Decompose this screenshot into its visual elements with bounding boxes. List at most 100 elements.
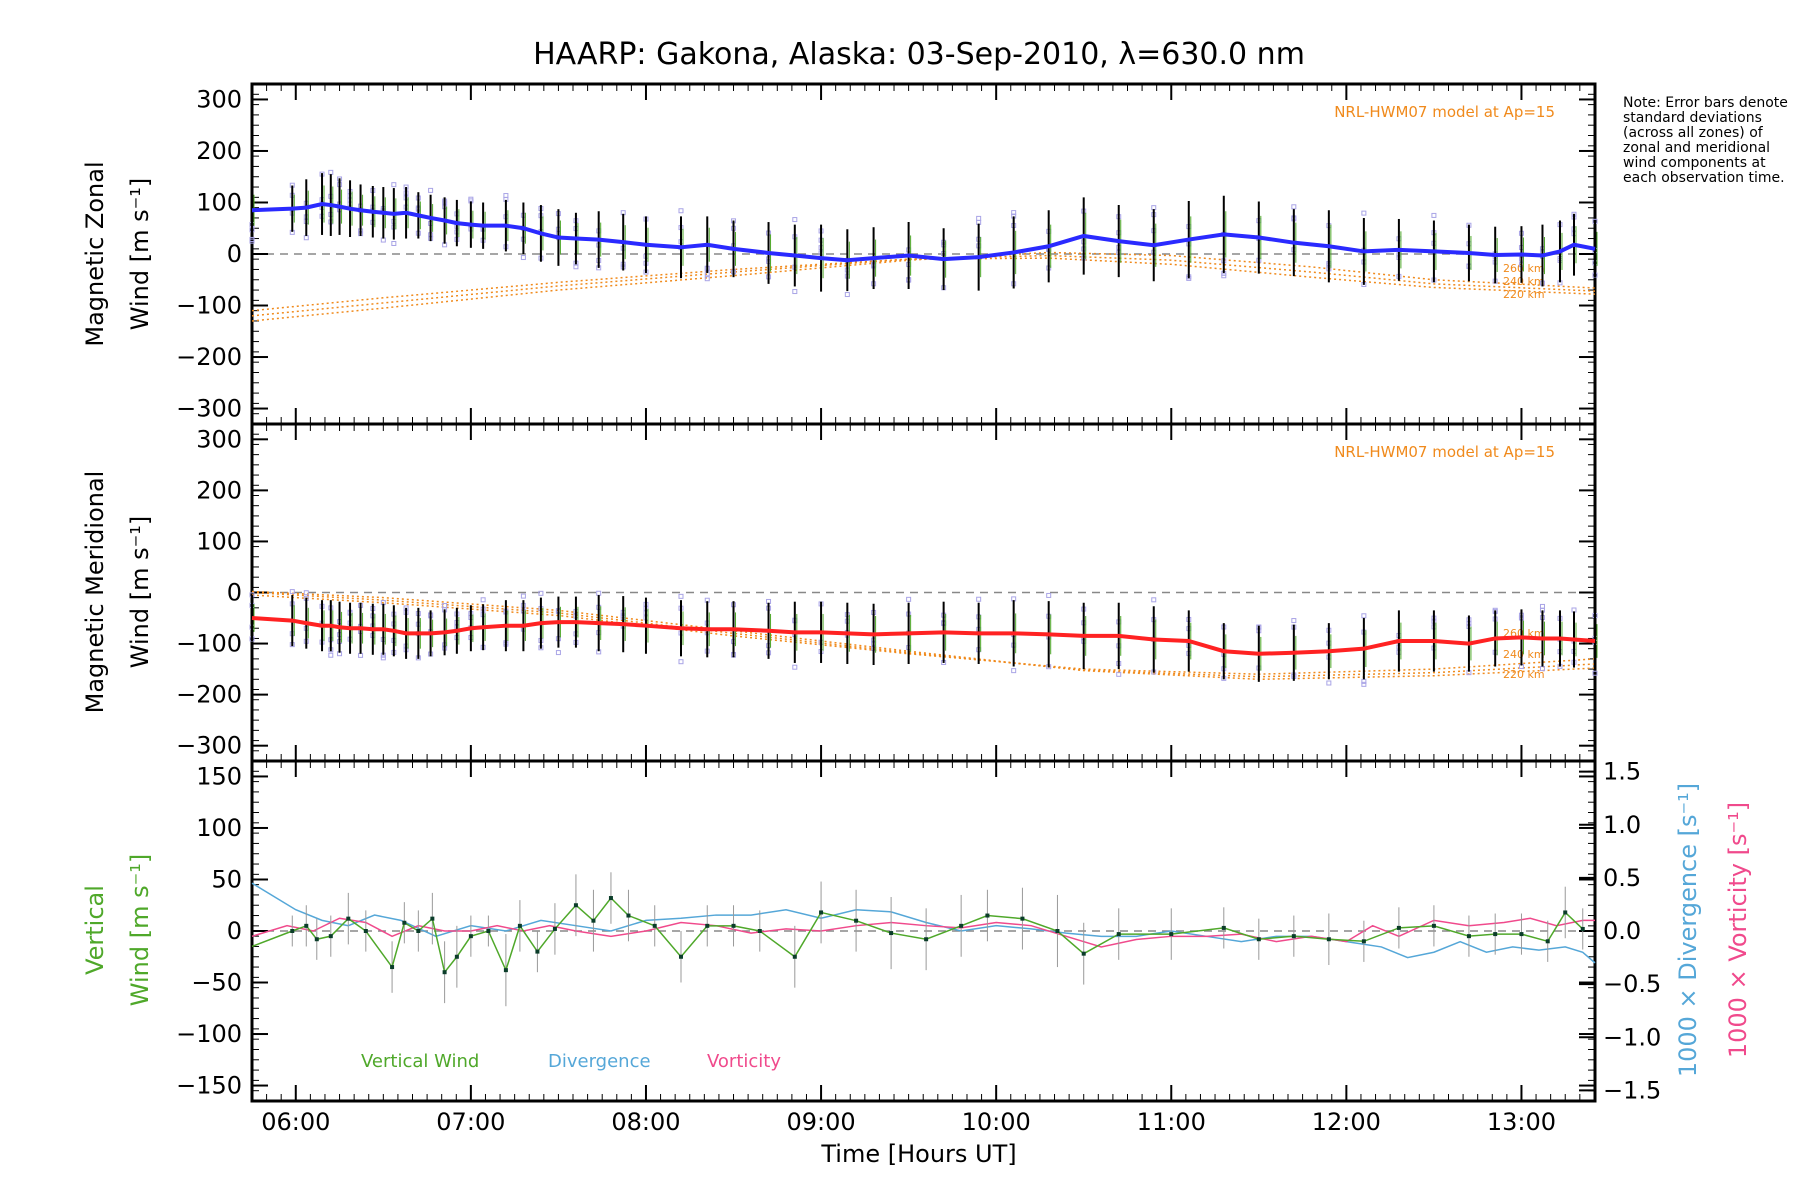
meridional-model-curve xyxy=(251,594,1596,675)
vertical-wind-point xyxy=(652,923,657,928)
meridional-zone-sample xyxy=(480,597,486,603)
y2-tick-label: 1.0 xyxy=(1603,811,1641,839)
zonal-zone-sample xyxy=(391,240,397,246)
vertical-wind-point xyxy=(573,903,578,908)
x-tick-label: 08:00 xyxy=(611,1108,680,1136)
vertical-ytick-label: 100 xyxy=(196,814,242,842)
y2-tick-label: −1.0 xyxy=(1603,1023,1661,1051)
vertical-wind-point xyxy=(1256,937,1261,942)
meridional-ytick-label: 300 xyxy=(196,425,242,453)
meridional-zone-sample xyxy=(1046,592,1052,598)
meridional-zone-sample xyxy=(1361,613,1367,619)
meridional-ylabel-1: Magnetic Meridional xyxy=(81,471,109,714)
vertical-ytick-label: −100 xyxy=(176,1020,242,1048)
meridional-ytick-label: 200 xyxy=(196,476,242,504)
vertical-wind-point xyxy=(535,949,540,954)
meridional-ytick-label: 0 xyxy=(227,579,242,607)
zonal-ytick-label: −200 xyxy=(176,343,242,371)
meridional-zone-sample xyxy=(1539,666,1545,672)
zonal-zone-sample xyxy=(1221,273,1227,279)
zonal-ylabel-1: Magnetic Zonal xyxy=(81,161,109,346)
vertical-ytick-label: 50 xyxy=(211,865,242,893)
vertical-wind-point xyxy=(1466,934,1471,939)
vorticity-y2label: 1000 × Vorticity [s⁻¹] xyxy=(1724,802,1752,1058)
meridional-zone-sample xyxy=(976,596,982,602)
zonal-ytick-label: −100 xyxy=(176,292,242,320)
vertical-wind-point xyxy=(517,923,522,928)
x-tick-label: 10:00 xyxy=(962,1108,1031,1136)
meridional-model-altitude-label: 220 km xyxy=(1503,668,1545,681)
zonal-zone-sample xyxy=(428,187,434,193)
zonal-wind-line xyxy=(251,202,1596,263)
vertical-wind-point xyxy=(486,929,491,933)
vertical-wind-point xyxy=(346,916,351,921)
zonal-ytick-label: 300 xyxy=(196,85,242,113)
vertical-wind-point xyxy=(304,923,309,928)
zonal-zone-sample xyxy=(678,208,684,214)
meridional-zone-sample xyxy=(555,650,561,656)
chart-title: HAARP: Gakona, Alaska: 03-Sep-2010, λ=63… xyxy=(533,37,1305,72)
zonal-zone-sample xyxy=(468,196,474,202)
x-tick-label: 09:00 xyxy=(786,1108,855,1136)
vertical-wind-point xyxy=(792,954,797,959)
vertical-wind-point xyxy=(402,920,407,925)
meridional-zone-sample xyxy=(442,603,448,609)
meridional-zone-sample xyxy=(358,652,364,658)
vertical-wind-point xyxy=(1545,939,1550,944)
zonal-zone-sample xyxy=(976,215,982,221)
zonal-zone-sample xyxy=(328,169,334,175)
zonal-zone-sample xyxy=(249,236,255,242)
vertical-wind-point xyxy=(889,931,894,936)
divergence-line xyxy=(251,882,1596,964)
vertical-wind-point xyxy=(608,896,613,901)
vertical-wind-point xyxy=(1580,926,1585,931)
vertical-wind-point xyxy=(1169,932,1174,937)
zonal-zone-sample xyxy=(380,237,386,243)
x-axis-label: Time [Hours UT] xyxy=(820,1140,1016,1168)
zonal-model-curve xyxy=(251,254,1596,317)
meridional-ylabel-2: Wind [m s⁻¹] xyxy=(126,516,154,668)
vertical-wind-point xyxy=(757,929,762,933)
zonal-zone-sample xyxy=(1431,212,1437,218)
vertical-wind-point xyxy=(1493,932,1498,937)
vertical-wind-point xyxy=(1055,929,1060,933)
y2-tick-label: −1.5 xyxy=(1603,1076,1661,1104)
vertical-wind-point xyxy=(1291,934,1296,939)
vertical-wind-line xyxy=(251,896,1584,974)
vertical-wind-point xyxy=(1431,923,1436,928)
meridional-ytick-label: −300 xyxy=(176,732,242,760)
zonal-zone-sample xyxy=(1361,210,1367,216)
zonal-zone-sample xyxy=(391,182,397,188)
zonal-zone-sample xyxy=(1151,205,1157,211)
vertical-wind-point xyxy=(1361,939,1366,944)
x-tick-label: 13:00 xyxy=(1487,1108,1556,1136)
vertical-ytick-label: 150 xyxy=(196,762,242,790)
zonal-ytick-label: 200 xyxy=(196,137,242,165)
x-tick-label: 11:00 xyxy=(1137,1108,1206,1136)
meridional-model-curve xyxy=(251,591,1596,678)
vertical-wind-point xyxy=(416,929,421,933)
y2-tick-label: 0.0 xyxy=(1603,917,1641,945)
meridional-zone-sample xyxy=(678,593,684,599)
meridional-zone-sample xyxy=(380,655,386,661)
vertical-wind-point xyxy=(503,968,508,973)
vertical-ylabel-1: Vertical xyxy=(81,885,109,975)
zonal-zone-sample xyxy=(520,255,526,261)
vertical-wind-point xyxy=(454,954,459,959)
zonal-zone-sample xyxy=(704,276,710,282)
zonal-zone-sample xyxy=(1291,204,1297,210)
vertical-wind-point xyxy=(678,954,683,959)
vertical-wind-point xyxy=(430,916,435,921)
zonal-ylabel-2: Wind [m s⁻¹] xyxy=(126,178,154,330)
meridional-zone-sample xyxy=(1151,597,1157,603)
zonal-zone-sample xyxy=(1011,210,1017,216)
zonal-zone-sample xyxy=(844,292,850,298)
meridional-wind-line xyxy=(251,616,1596,656)
x-tick-label: 06:00 xyxy=(261,1108,330,1136)
vertical-wind-point xyxy=(985,913,990,918)
vertical-wind-point xyxy=(290,929,295,933)
zonal-model-label: NRL-HWM07 model at Ap=15 xyxy=(1334,103,1555,121)
